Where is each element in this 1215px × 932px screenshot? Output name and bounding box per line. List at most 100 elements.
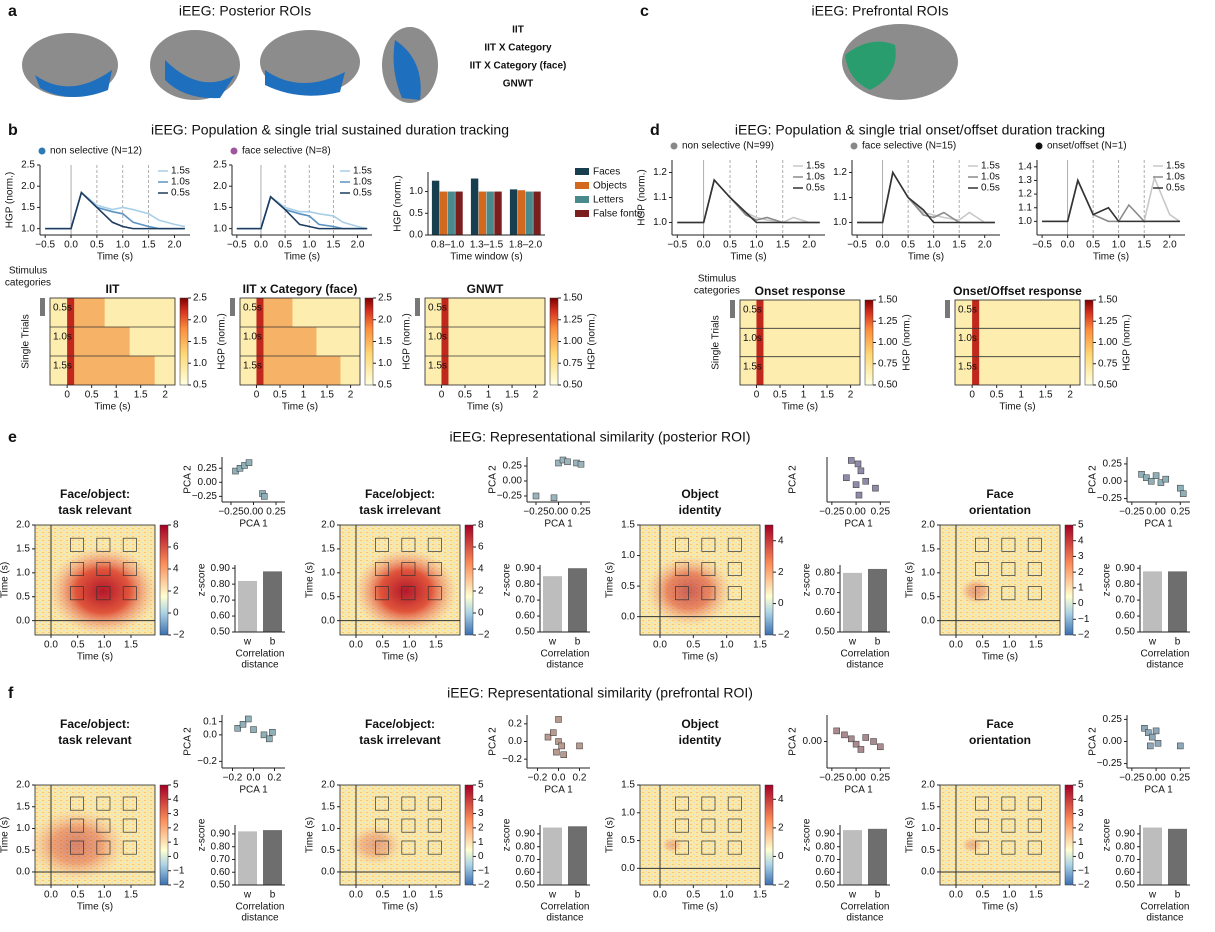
colorbar — [159, 524, 169, 636]
x-axis-label: Time (s) — [382, 652, 418, 663]
y-tick-label: 0.70 — [516, 595, 536, 606]
chart-title: Face — [986, 487, 1014, 501]
point — [852, 481, 860, 488]
x-tick-label: 1.5 — [952, 240, 966, 251]
legend-label: 1.5s — [1166, 161, 1185, 172]
point — [1147, 477, 1155, 485]
x-axis-label: PCA 1 — [1144, 785, 1173, 796]
y-tick-label: 1.5 — [321, 544, 335, 555]
bar — [494, 191, 502, 235]
x-axis-label: distance — [241, 660, 279, 671]
x-tick-label: 0.5 — [901, 240, 915, 251]
y-tick-label: 1.0 — [653, 217, 667, 228]
colorbar-label: HGP (norm.) — [217, 313, 228, 370]
point — [544, 733, 552, 741]
x-tick-label: 1.5 — [753, 890, 767, 901]
point — [1148, 733, 1156, 741]
x-tick-label: 0 — [439, 390, 445, 401]
x-tick-label: 1.5 — [429, 890, 443, 901]
y-tick-label: 0.60 — [816, 867, 836, 878]
y-tick-label: 0.80 — [816, 568, 836, 579]
bar — [447, 191, 455, 235]
x-axis-label: Time (s) — [782, 402, 818, 413]
y-tick-label: 0.70 — [1116, 595, 1136, 606]
y-tick-label: 0.00 — [803, 736, 823, 747]
x-tick-label: 0.5 — [376, 890, 390, 901]
x-tick-label: 1.5 — [429, 640, 443, 651]
test-window — [375, 796, 389, 811]
colorbar — [159, 784, 169, 886]
legend-label: 0.5s — [171, 188, 190, 199]
point — [847, 457, 855, 464]
plot-frame — [739, 299, 861, 386]
colorbar-label: z-score — [502, 818, 513, 851]
chart-title: Face/object: — [365, 717, 435, 731]
colorbar — [1064, 524, 1074, 636]
x-tick-label: 0 — [754, 390, 760, 401]
row-label: 1.0s — [958, 333, 977, 344]
test-window — [401, 840, 416, 855]
x-tick-label: 1 — [1018, 390, 1024, 401]
stimulus-icons — [230, 298, 235, 316]
plot-frame — [939, 784, 1061, 886]
x-tick-label: −0.25 — [1119, 773, 1145, 784]
y-tick-label: 1.0 — [921, 823, 935, 834]
test-window — [96, 840, 111, 855]
x-tick-label: −0.25 — [523, 507, 549, 518]
x-axis-label: PCA 1 — [844, 519, 873, 530]
x-tick-label: −0.5 — [227, 240, 247, 251]
legend-swatch — [575, 182, 589, 189]
x-tick-label: 1 — [801, 390, 807, 401]
x-tick-label: 0.0 — [949, 640, 963, 651]
colorbar-tick-label: −1 — [1078, 865, 1090, 876]
colorbar-tick-label: 3 — [173, 808, 179, 819]
chart-title: task irrelevant — [359, 733, 440, 747]
test-window — [675, 586, 689, 601]
test-window — [675, 796, 689, 811]
test-window — [427, 537, 442, 552]
bar — [1168, 828, 1187, 885]
test-window — [727, 537, 742, 552]
point — [877, 743, 884, 751]
x-tick-label: 1.0 — [116, 240, 130, 251]
legend-label: 1.0s — [171, 177, 190, 188]
test-window — [727, 840, 742, 855]
point — [852, 740, 860, 748]
chart-title: Object — [681, 717, 718, 731]
bar — [1168, 571, 1187, 632]
y-tick-label: 1.4 — [1018, 161, 1032, 172]
annotation: Stimulus — [698, 274, 736, 285]
y-tick-label: 1.3 — [1018, 175, 1032, 186]
x-axis-label: distance — [546, 660, 584, 671]
y-tick-label: 0.80 — [516, 841, 536, 852]
x-tick-label: 1.5 — [1029, 640, 1043, 651]
test-window — [122, 818, 137, 833]
x-tick-label: 0.5 — [990, 390, 1004, 401]
x-tick-label: 1.5 — [1039, 390, 1053, 401]
row-label: 0.5s — [958, 305, 977, 316]
y-tick-label: 0.60 — [516, 611, 536, 622]
legend-entry: IIT — [512, 25, 524, 36]
x-tick-label: 1.5 — [124, 640, 138, 651]
y-tick-label: 0.60 — [816, 607, 836, 618]
bar — [568, 826, 587, 885]
x-axis-label: Time (s) — [1093, 252, 1129, 263]
colorbar-tick-label: 5 — [478, 780, 484, 791]
bar — [868, 828, 887, 885]
x-tick-label: w — [848, 890, 857, 901]
y-tick-label: 1.5 — [213, 202, 227, 213]
x-tick-label: 0.0 — [949, 890, 963, 901]
y-tick-label: 0.50 — [211, 627, 231, 638]
point — [558, 742, 565, 750]
chart-title: task relevant — [58, 503, 131, 517]
x-axis-label: Correlation — [841, 902, 890, 913]
test-window — [401, 537, 416, 552]
point — [833, 727, 840, 735]
y-tick-label: 0.0 — [621, 611, 635, 622]
colorbar-tick-label: −1 — [173, 865, 185, 876]
legend-entry: IIT X Category — [484, 43, 552, 54]
y-tick-label: 0.2 — [508, 718, 522, 729]
row-label: 1.5s — [428, 361, 447, 372]
x-tick-label: 1.0 — [1002, 890, 1016, 901]
